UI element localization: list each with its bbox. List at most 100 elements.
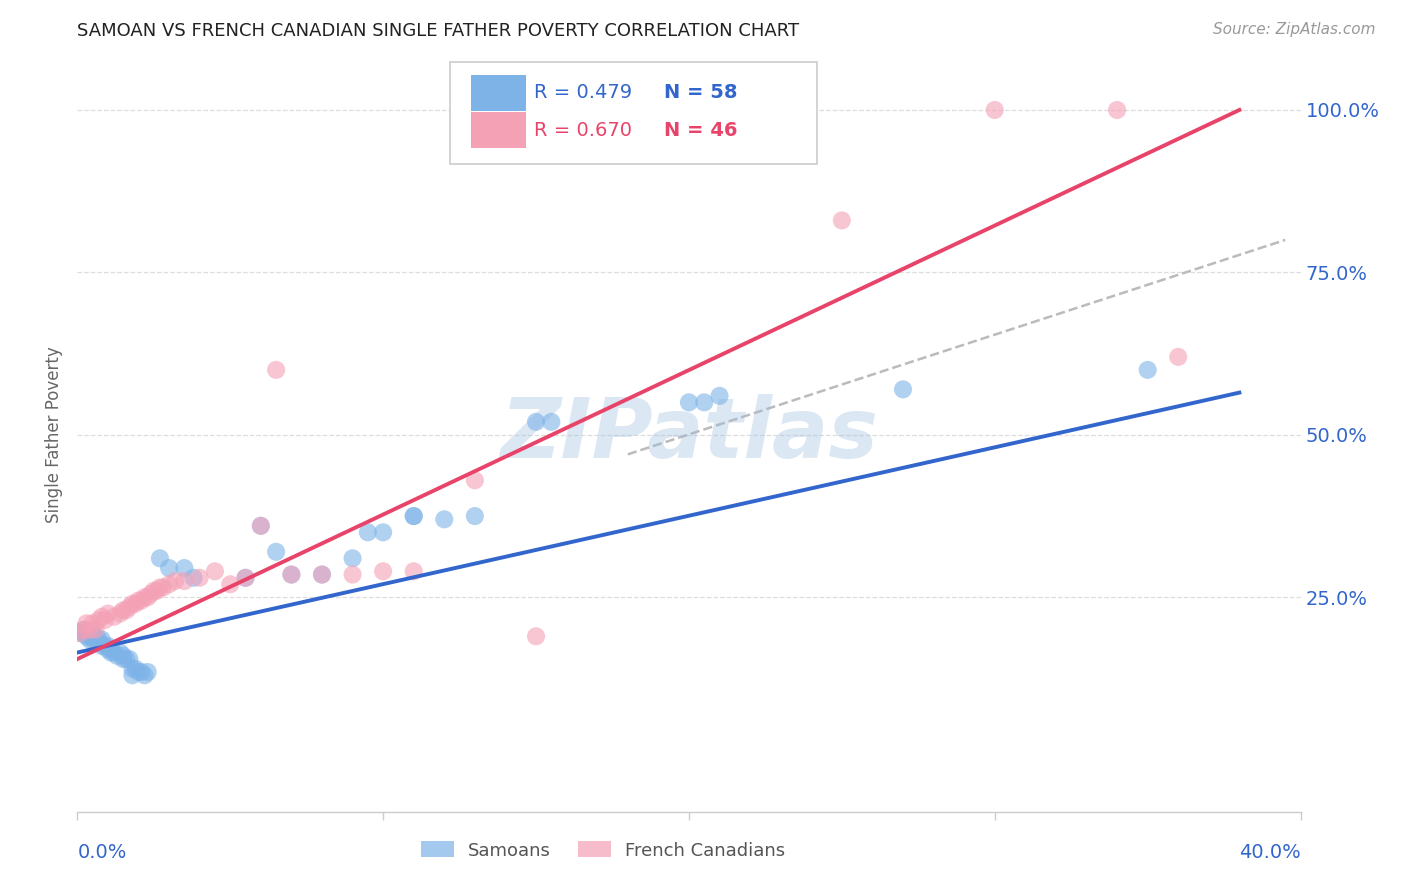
Point: [250, 518, 273, 533]
Point: [342, 567, 364, 582]
Text: SAMOAN VS FRENCH CANADIAN SINGLE FATHER POVERTY CORRELATION CHART: SAMOAN VS FRENCH CANADIAN SINGLE FATHER …: [77, 22, 800, 40]
Point: [371, 564, 394, 578]
Point: [280, 567, 302, 582]
Point: [139, 587, 162, 601]
Point: [118, 652, 141, 666]
Point: [76, 616, 98, 631]
Point: [142, 583, 165, 598]
Point: [127, 593, 149, 607]
Point: [433, 512, 456, 526]
FancyBboxPatch shape: [450, 62, 817, 163]
Point: [173, 561, 195, 575]
Point: [188, 571, 211, 585]
FancyBboxPatch shape: [471, 112, 526, 148]
Point: [97, 607, 120, 621]
Point: [69, 626, 91, 640]
Point: [94, 613, 117, 627]
Point: [87, 636, 110, 650]
Point: [250, 518, 273, 533]
Point: [112, 648, 135, 663]
Point: [402, 564, 425, 578]
Point: [103, 609, 125, 624]
Point: [82, 626, 104, 640]
Point: [100, 646, 122, 660]
Point: [157, 577, 180, 591]
Point: [146, 583, 169, 598]
Point: [165, 574, 187, 588]
Point: [219, 577, 242, 591]
Point: [105, 648, 128, 663]
Point: [79, 632, 101, 647]
Y-axis label: Single Father Poverty: Single Father Poverty: [45, 346, 63, 524]
Point: [87, 632, 110, 647]
Text: R = 0.479: R = 0.479: [534, 83, 631, 103]
Point: [709, 389, 731, 403]
Point: [204, 564, 226, 578]
Text: 40.0%: 40.0%: [1239, 843, 1301, 862]
Point: [131, 665, 153, 679]
Point: [76, 629, 98, 643]
Legend: Samoans, French Canadians: Samoans, French Canadians: [415, 834, 793, 867]
Point: [79, 623, 101, 637]
Point: [280, 567, 302, 582]
Point: [115, 603, 138, 617]
Point: [84, 632, 107, 647]
Point: [984, 103, 1007, 117]
Point: [87, 613, 110, 627]
Point: [124, 597, 146, 611]
Point: [357, 525, 380, 540]
Point: [69, 626, 91, 640]
Point: [136, 591, 159, 605]
Point: [371, 525, 394, 540]
Point: [183, 571, 205, 585]
FancyBboxPatch shape: [471, 75, 526, 111]
Text: N = 58: N = 58: [665, 83, 738, 103]
Point: [831, 213, 853, 227]
Point: [84, 623, 107, 637]
Point: [124, 662, 146, 676]
Point: [157, 561, 180, 575]
Point: [103, 646, 125, 660]
Point: [235, 571, 257, 585]
Point: [540, 415, 562, 429]
Point: [136, 665, 159, 679]
Text: N = 46: N = 46: [665, 120, 738, 140]
Point: [115, 652, 138, 666]
Point: [100, 642, 122, 657]
Point: [108, 646, 131, 660]
Point: [524, 415, 547, 429]
Point: [693, 395, 716, 409]
Point: [1136, 363, 1159, 377]
Point: [82, 616, 104, 631]
Point: [97, 639, 120, 653]
Point: [94, 639, 117, 653]
Text: R = 0.670: R = 0.670: [534, 120, 631, 140]
Point: [112, 652, 135, 666]
Point: [1107, 103, 1129, 117]
Point: [72, 626, 94, 640]
Point: [90, 609, 112, 624]
Point: [118, 600, 141, 615]
Point: [464, 473, 486, 487]
Text: 0.0%: 0.0%: [77, 843, 127, 862]
Point: [76, 626, 98, 640]
Point: [1167, 350, 1189, 364]
Point: [127, 665, 149, 679]
Point: [121, 662, 143, 676]
Point: [402, 509, 425, 524]
Point: [134, 591, 156, 605]
Point: [112, 603, 135, 617]
Point: [131, 593, 153, 607]
Point: [264, 363, 287, 377]
Point: [121, 668, 143, 682]
Point: [90, 632, 112, 647]
Point: [173, 574, 195, 588]
Point: [891, 383, 914, 397]
Point: [311, 567, 333, 582]
Point: [402, 509, 425, 524]
Point: [149, 581, 172, 595]
Point: [72, 623, 94, 637]
Point: [464, 509, 486, 524]
Point: [90, 639, 112, 653]
Point: [149, 551, 172, 566]
